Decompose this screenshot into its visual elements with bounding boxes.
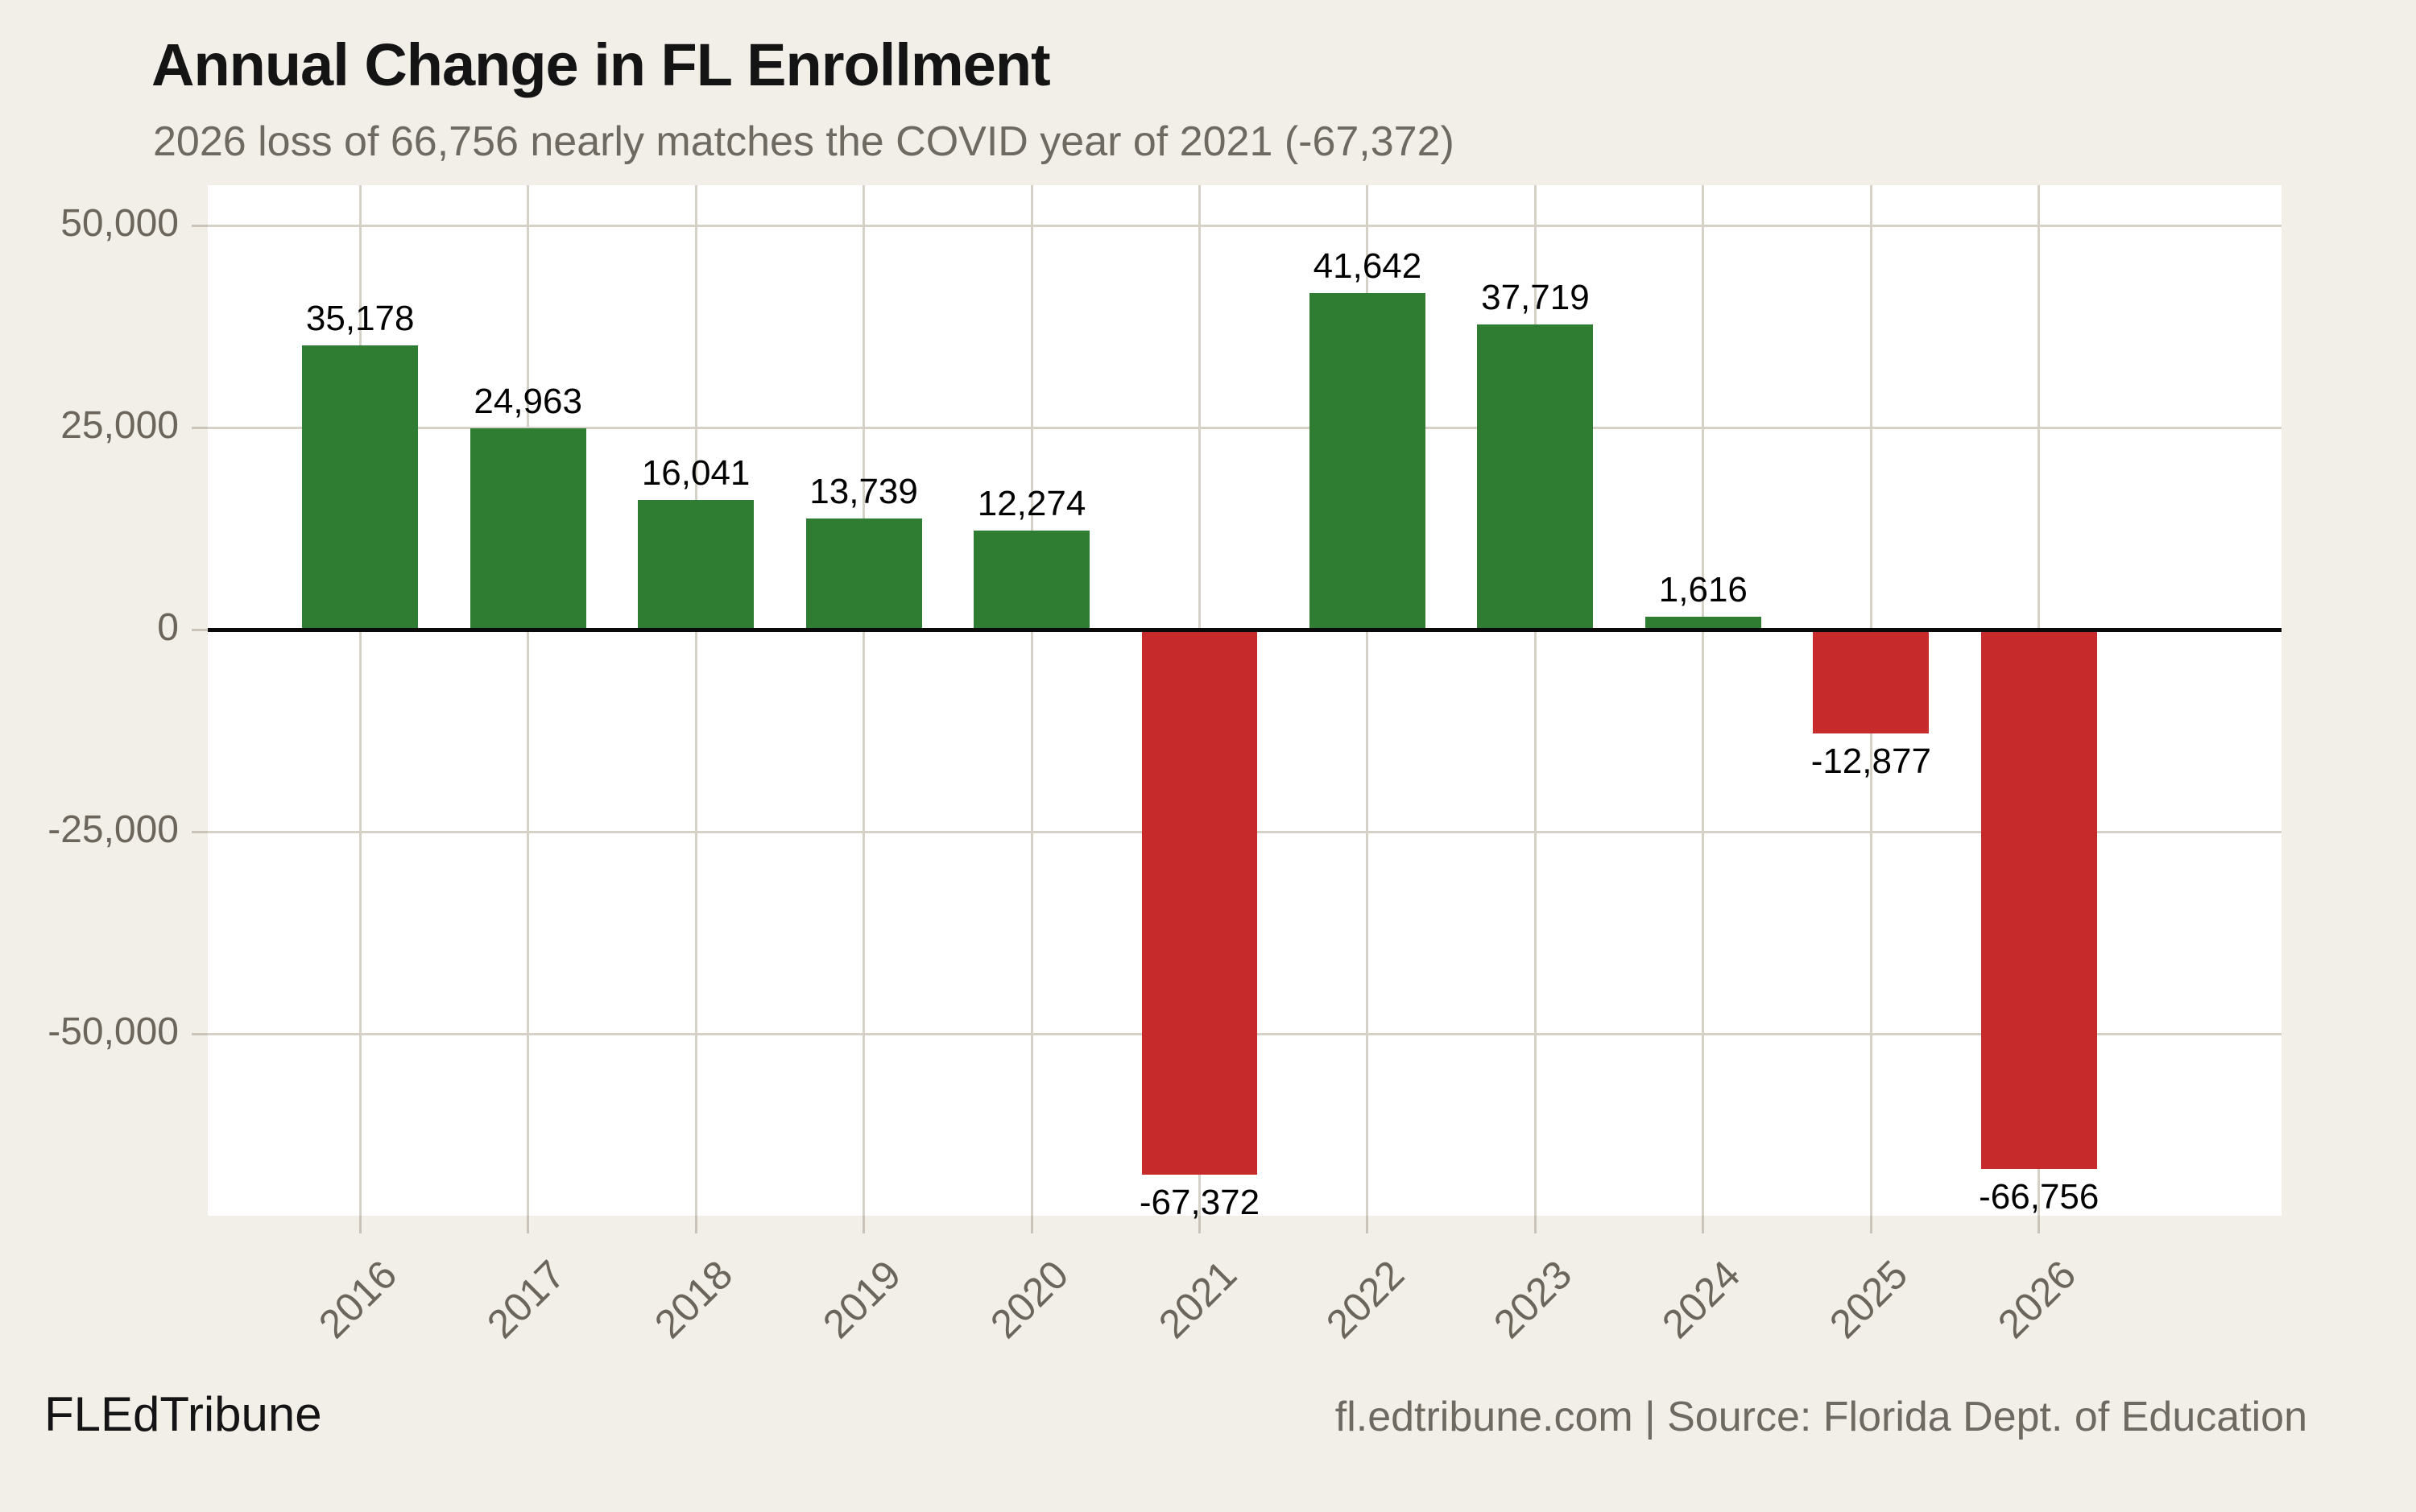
bar-value-label: -67,372 [1139, 1182, 1260, 1222]
bars-layer: 35,178 24,963 16,041 13,739 12,274 -67,372 41,… [208, 185, 2282, 1222]
x-gridline [694, 185, 697, 1216]
y-tick [192, 426, 208, 429]
bar-2018 [638, 500, 755, 630]
x-tick [863, 1216, 866, 1233]
bar-value-label: -66,756 [1979, 1177, 2100, 1217]
x-tick [1198, 1216, 1201, 1233]
bar-value-label: 12,274 [977, 483, 1086, 523]
source-attribution: fl.edtribune.com | Source: Florida Dept.… [1334, 1394, 2307, 1440]
bar-2020 [974, 530, 1090, 630]
y-tick-label: -50,000 [48, 1010, 179, 1054]
x-tick [1869, 1216, 1872, 1233]
bar-value-label: 16,041 [641, 453, 751, 494]
y-tick-label: 25,000 [60, 404, 179, 448]
bar-2025 [1813, 630, 1930, 734]
bar-value-label: 1,616 [1658, 569, 1748, 609]
x-tick [527, 1216, 530, 1233]
zero-baseline [208, 627, 2282, 632]
x-tick [2037, 1216, 2041, 1233]
bar-2022 [1309, 293, 1425, 630]
bar-2017 [470, 428, 586, 630]
bar-2024 [1644, 616, 1761, 630]
y-tick [192, 830, 208, 833]
chart-subtitle: 2026 loss of 66,756 nearly matches the C… [153, 118, 1454, 165]
bar-2023 [1477, 324, 1594, 630]
x-tick [358, 1216, 362, 1233]
plot-area: 35,178 24,963 16,041 13,739 12,274 -67,372 41,… [208, 185, 2282, 1222]
bar-2021 [1141, 630, 1258, 1175]
y-axis: 50,000 25,000 0 -25,000 -50,000 [0, 185, 208, 1216]
x-axis: 2016 2017 2018 2019 2020 2021 2022 2023 2024 2025… [208, 1216, 2282, 1417]
x-tick [1702, 1216, 1705, 1233]
chart-title: Annual Change in FL Enrollment [151, 31, 1051, 98]
y-tick-label: 50,000 [60, 202, 179, 246]
bar-value-label: 13,739 [809, 472, 918, 512]
y-tick-label: -25,000 [48, 808, 179, 852]
y-tick [192, 628, 208, 631]
bar-2019 [805, 518, 922, 630]
bar-value-label: 41,642 [1313, 246, 1422, 287]
x-gridline [1533, 185, 1537, 1216]
bar-2026 [1980, 630, 2097, 1170]
x-gridline [1030, 185, 1033, 1216]
y-gridline [208, 426, 2282, 429]
bar-2016 [302, 345, 419, 630]
bar-value-label: 37,719 [1481, 278, 1590, 318]
y-tick-label: 0 [157, 606, 179, 650]
x-gridline [1366, 185, 1369, 1216]
x-tick [1030, 1216, 1033, 1233]
x-gridline [358, 185, 362, 1216]
bar-value-label: -12,877 [1810, 742, 1931, 782]
x-gridline [527, 185, 530, 1216]
bar-value-label: 24,963 [474, 381, 582, 421]
x-gridline [1702, 185, 1705, 1216]
x-tick [1366, 1216, 1369, 1233]
y-tick [192, 1032, 208, 1035]
y-gridline [208, 224, 2282, 227]
x-tick [694, 1216, 697, 1233]
brand-logo-text: FLEdTribune [44, 1387, 322, 1441]
x-gridline [863, 185, 866, 1216]
x-tick [1533, 1216, 1537, 1233]
bar-value-label: 35,178 [305, 298, 415, 338]
y-tick [192, 224, 208, 227]
